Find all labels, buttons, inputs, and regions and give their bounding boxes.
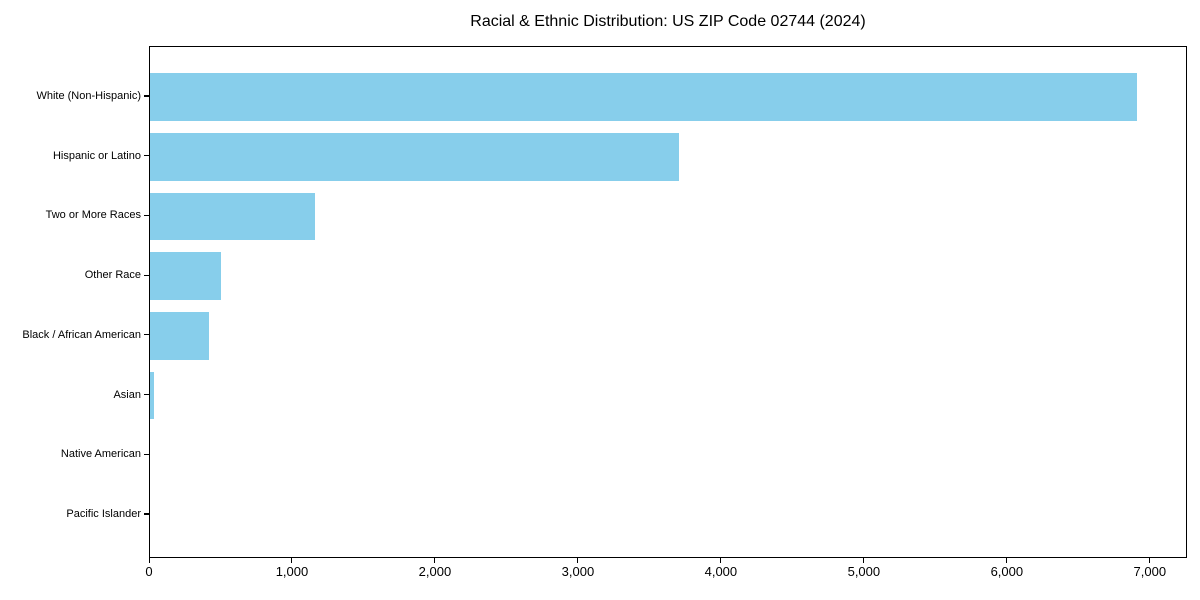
y-tick-mark (144, 274, 149, 276)
x-tick-mark (291, 558, 293, 563)
y-tick-mark (144, 453, 149, 455)
y-tick-label: White (Non-Hispanic) (36, 90, 141, 102)
bar-two-or-more-races (150, 192, 316, 241)
y-tick-label: Hispanic or Latino (52, 149, 141, 162)
x-tick-mark (1149, 558, 1151, 563)
y-tick-mark (144, 513, 149, 515)
x-tick-label: 6,000 (990, 564, 1024, 579)
x-tick-label: 5,000 (847, 564, 881, 579)
y-tick-label: Black / African American (22, 328, 141, 341)
x-tick-label: 7,000 (1133, 564, 1167, 579)
y-tick-label: Two or More Races (45, 209, 141, 222)
x-tick-label: 0 (145, 564, 153, 579)
bar-asian (150, 371, 155, 420)
chart-title: Racial & Ethnic Distribution: US ZIP Cod… (470, 13, 866, 30)
x-tick-mark (863, 558, 865, 563)
plot-area (149, 46, 1187, 558)
x-tick-mark (577, 558, 579, 563)
y-tick-mark (144, 214, 149, 216)
x-tick-label: 1,000 (275, 564, 309, 579)
bar-hispanic-or-latino (150, 132, 679, 181)
x-tick-label: 4,000 (704, 564, 738, 579)
y-tick-mark (144, 95, 149, 97)
y-tick-mark (144, 155, 149, 157)
bar-other-race (150, 252, 222, 300)
y-tick-mark (144, 334, 149, 336)
x-tick-label: 2,000 (418, 564, 452, 579)
y-tick-label: Native American (60, 448, 141, 461)
bar-white-non-hispanic (150, 73, 1138, 121)
x-tick-mark (148, 558, 150, 563)
x-tick-label: 3,000 (561, 564, 595, 579)
bar-black-african-american (150, 311, 210, 360)
x-tick-mark (720, 558, 722, 563)
y-tick-label: Other Race (84, 269, 141, 282)
x-tick-mark (1006, 558, 1008, 563)
y-tick-label: Pacific Islander (66, 507, 141, 520)
x-tick-mark (434, 558, 436, 563)
y-tick-mark (144, 393, 149, 396)
y-tick-label: Asian (113, 388, 141, 401)
